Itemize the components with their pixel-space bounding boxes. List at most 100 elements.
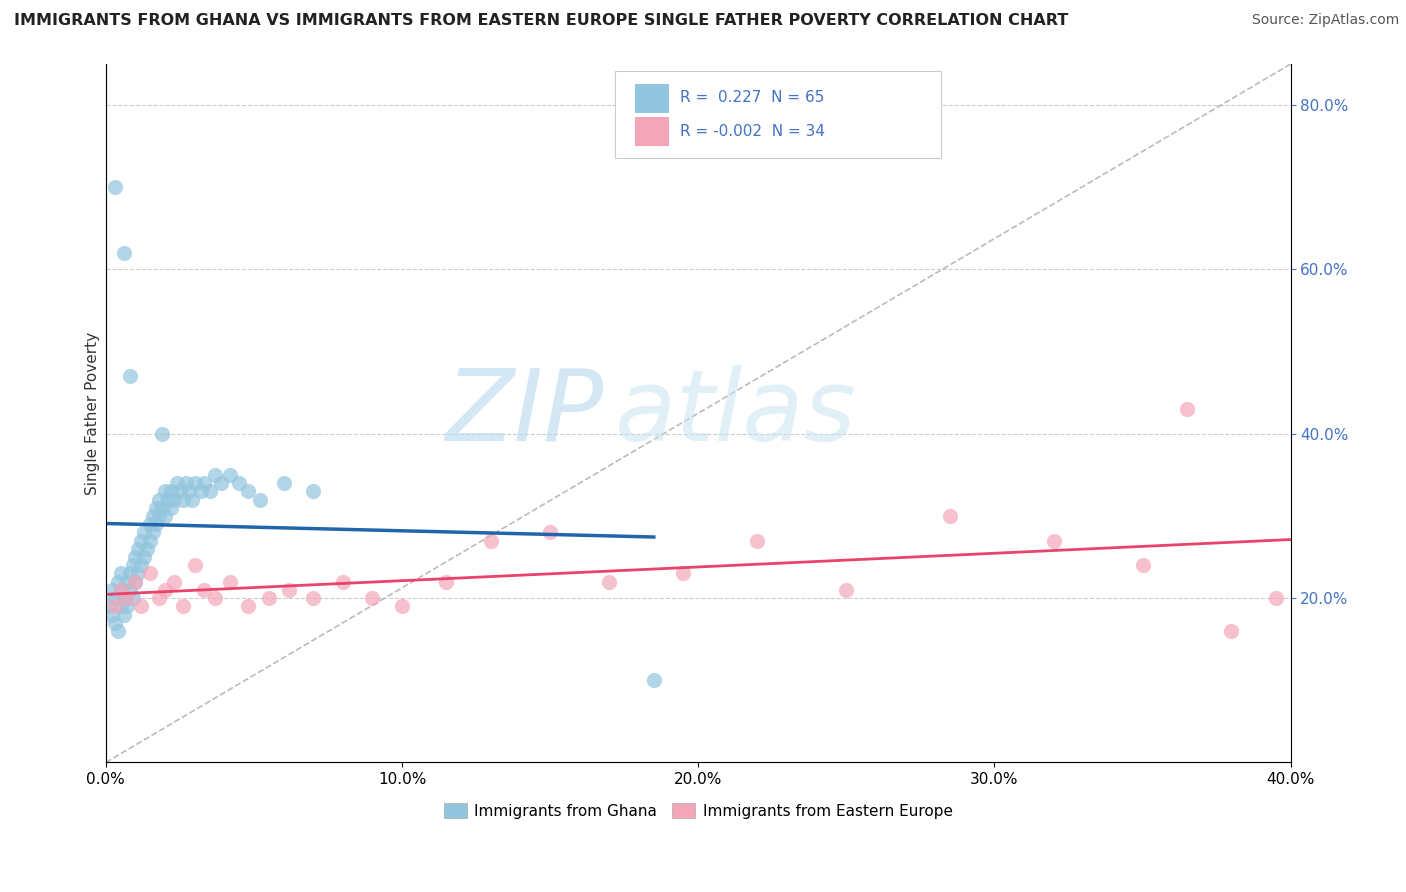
- Point: [121, 558, 143, 573]
- Point: [219, 467, 242, 482]
- Point: [198, 484, 221, 499]
- Point: [166, 476, 188, 491]
- Point: [134, 525, 156, 540]
- Point: [145, 517, 167, 532]
- Point: [131, 533, 153, 548]
- Point: [150, 426, 173, 441]
- Point: [139, 533, 162, 548]
- Y-axis label: Single Father Poverty: Single Father Poverty: [86, 332, 100, 495]
- Point: [361, 591, 384, 606]
- Text: Source: ZipAtlas.com: Source: ZipAtlas.com: [1251, 13, 1399, 28]
- Point: [110, 582, 132, 597]
- Point: [131, 599, 153, 614]
- Point: [1132, 558, 1154, 573]
- Point: [169, 484, 191, 499]
- Text: R =  0.227  N = 65: R = 0.227 N = 65: [681, 90, 825, 105]
- Point: [747, 533, 769, 548]
- Point: [538, 525, 561, 540]
- Point: [124, 574, 146, 589]
- Point: [101, 582, 124, 597]
- Point: [148, 492, 170, 507]
- Legend: Immigrants from Ghana, Immigrants from Eastern Europe: Immigrants from Ghana, Immigrants from E…: [437, 797, 959, 824]
- Point: [1264, 591, 1286, 606]
- Point: [249, 492, 271, 507]
- Text: IMMIGRANTS FROM GHANA VS IMMIGRANTS FROM EASTERN EUROPE SINGLE FATHER POVERTY CO: IMMIGRANTS FROM GHANA VS IMMIGRANTS FROM…: [14, 13, 1069, 29]
- Point: [112, 607, 135, 622]
- Point: [190, 484, 212, 499]
- Point: [107, 624, 129, 638]
- Point: [110, 599, 132, 614]
- Point: [193, 476, 215, 491]
- Point: [107, 574, 129, 589]
- Point: [131, 558, 153, 573]
- Point: [136, 541, 159, 556]
- Point: [436, 574, 458, 589]
- Point: [104, 180, 127, 194]
- Point: [204, 467, 226, 482]
- Point: [236, 599, 259, 614]
- Point: [101, 607, 124, 622]
- Point: [142, 508, 165, 523]
- FancyBboxPatch shape: [636, 117, 669, 146]
- Point: [110, 582, 132, 597]
- Point: [236, 484, 259, 499]
- Point: [204, 591, 226, 606]
- Point: [332, 574, 354, 589]
- Point: [118, 566, 141, 581]
- Point: [598, 574, 620, 589]
- Point: [835, 582, 858, 597]
- Point: [153, 582, 176, 597]
- Point: [139, 566, 162, 581]
- Point: [163, 492, 186, 507]
- Point: [127, 566, 149, 581]
- Point: [115, 599, 138, 614]
- Point: [228, 476, 250, 491]
- Point: [177, 484, 200, 499]
- Point: [479, 533, 502, 548]
- Point: [391, 599, 413, 614]
- Point: [160, 500, 183, 515]
- FancyBboxPatch shape: [636, 84, 669, 113]
- Point: [183, 558, 205, 573]
- Point: [148, 591, 170, 606]
- Point: [172, 599, 194, 614]
- Point: [157, 492, 180, 507]
- Point: [209, 476, 232, 491]
- Point: [124, 549, 146, 564]
- Point: [134, 549, 156, 564]
- Point: [104, 591, 127, 606]
- Text: atlas: atlas: [616, 365, 856, 462]
- Point: [273, 476, 295, 491]
- Point: [153, 508, 176, 523]
- Point: [193, 582, 215, 597]
- Point: [148, 508, 170, 523]
- Point: [115, 591, 138, 606]
- Point: [121, 591, 143, 606]
- Point: [118, 369, 141, 384]
- Point: [172, 492, 194, 507]
- Point: [257, 591, 280, 606]
- Point: [302, 591, 325, 606]
- Point: [139, 517, 162, 532]
- Point: [118, 582, 141, 597]
- Point: [110, 566, 132, 581]
- Point: [127, 541, 149, 556]
- Point: [1175, 402, 1198, 417]
- Point: [643, 673, 665, 688]
- Point: [115, 574, 138, 589]
- Point: [1220, 624, 1243, 638]
- Point: [183, 476, 205, 491]
- Text: R = -0.002  N = 34: R = -0.002 N = 34: [681, 124, 825, 139]
- Text: ZIP: ZIP: [446, 365, 603, 462]
- Point: [672, 566, 695, 581]
- Point: [939, 508, 962, 523]
- Point: [153, 484, 176, 499]
- Point: [104, 615, 127, 630]
- FancyBboxPatch shape: [616, 71, 941, 159]
- Point: [97, 599, 120, 614]
- Point: [104, 599, 127, 614]
- Point: [142, 525, 165, 540]
- Point: [1042, 533, 1064, 548]
- Point: [145, 500, 167, 515]
- Point: [150, 500, 173, 515]
